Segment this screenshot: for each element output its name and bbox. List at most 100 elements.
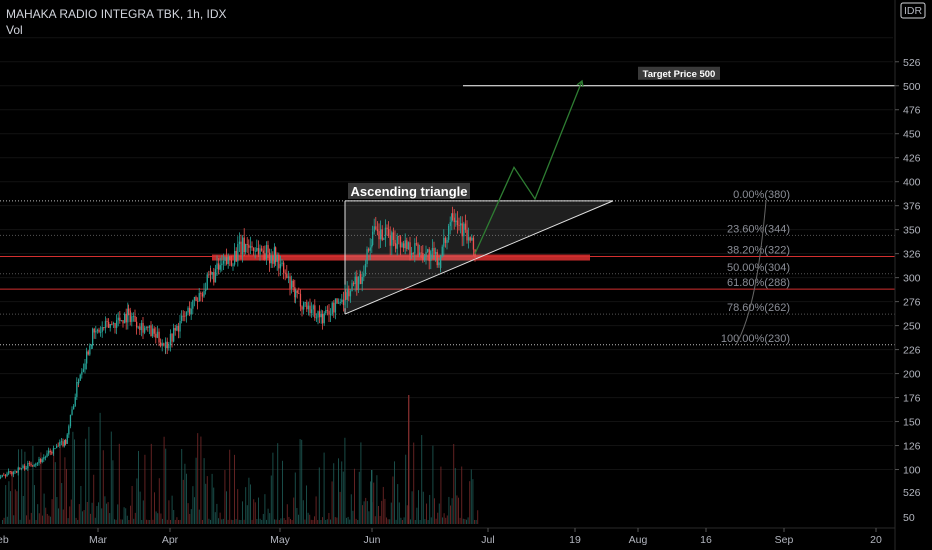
volume-bar (10, 491, 11, 524)
price-tick-label: 326 (903, 249, 921, 261)
time-tick-label: eb (0, 534, 9, 546)
currency-badge-label: IDR (904, 5, 923, 17)
candle-body (192, 300, 194, 309)
candle-body (339, 301, 341, 304)
volume-bar (286, 504, 288, 524)
time-tick-label: May (270, 534, 291, 546)
volume-bar (125, 508, 127, 524)
candle-body (391, 232, 393, 246)
volume-bar (94, 517, 96, 524)
candle-body (203, 291, 205, 297)
candle-body (73, 406, 75, 410)
volume-bar (392, 476, 394, 524)
volume-bar (146, 519, 147, 524)
candle-body (403, 243, 405, 249)
candle-body (93, 328, 95, 333)
candle-body (414, 243, 416, 254)
volume-bar (362, 505, 363, 524)
volume-bar (334, 517, 336, 524)
volume-bar (254, 502, 256, 524)
candle-body (22, 465, 24, 469)
candle-body (441, 246, 443, 257)
candle-body (438, 262, 440, 266)
volume-bar (408, 395, 410, 524)
candle-body (148, 325, 151, 328)
candle-body (273, 247, 276, 264)
candle-body (411, 252, 413, 255)
volume-bar (325, 519, 327, 524)
volume-bar (470, 469, 472, 524)
volume-bar (400, 517, 402, 524)
candle-body (248, 244, 250, 248)
volume-bar (365, 497, 367, 524)
candle-body (41, 459, 43, 462)
candle-body (64, 440, 66, 447)
candle-body (100, 331, 102, 333)
volume-bar (317, 519, 319, 524)
volume-bar (461, 466, 463, 524)
volume-bar (275, 519, 277, 524)
volume-bar (363, 501, 365, 524)
candle-body (145, 326, 147, 329)
volume-bar (331, 481, 333, 524)
candle-body (165, 341, 167, 349)
volume-bar (477, 510, 479, 524)
candle-body (168, 344, 170, 349)
volume-bar (370, 481, 371, 524)
fib-trend-curve (735, 200, 767, 346)
candle-body (286, 273, 288, 278)
candle-body (265, 245, 268, 260)
volume-bar (466, 519, 467, 524)
volume-bar (107, 502, 109, 524)
candle-body (224, 257, 226, 262)
candle-body (106, 321, 108, 323)
candle-body (276, 254, 278, 262)
candle-body (436, 252, 438, 266)
volume-bar (304, 519, 306, 524)
volume-bar (178, 520, 179, 524)
volume-bar (83, 510, 85, 524)
projection-line (474, 80, 583, 254)
candle-body (57, 445, 59, 447)
candle-body (371, 244, 373, 248)
volume-bar (394, 461, 395, 524)
candle-body (428, 249, 430, 261)
candle-body (267, 245, 269, 253)
candle-body (193, 296, 196, 301)
fib-level-label: 38.20%(322) (727, 245, 790, 257)
candle-body (433, 247, 435, 254)
time-tick-label: Sep (775, 534, 794, 546)
candle-body (336, 298, 338, 304)
volume-bar (245, 487, 247, 524)
candle-body (169, 333, 172, 345)
volume-tick-label: 526 (903, 487, 921, 499)
candle-body (9, 471, 11, 473)
volume-bar (320, 519, 322, 524)
volume-bar (378, 506, 379, 524)
volume-bar (398, 502, 400, 524)
volume-bar (160, 513, 162, 524)
volume-bar (426, 503, 427, 524)
candle-body (27, 462, 29, 469)
volume-bar (42, 515, 43, 524)
volume-bar (432, 445, 434, 524)
candle-body (163, 343, 165, 346)
candle-body (284, 272, 286, 274)
candle-body (56, 445, 58, 449)
candle-body (376, 229, 379, 232)
volume-bar (382, 486, 384, 524)
candle-body (69, 414, 72, 427)
candle-body (419, 252, 421, 256)
candle-body (24, 465, 26, 470)
volume-bar (194, 497, 195, 524)
candle-body (147, 326, 149, 328)
fib-level-label: 100.00%(230) (721, 333, 790, 345)
volume-bar (93, 474, 95, 524)
candle-body (398, 236, 400, 238)
candle-body (84, 363, 86, 370)
volume-bar (182, 479, 184, 524)
candle-body (166, 341, 168, 349)
volume-bar (437, 512, 439, 524)
volume-bar (85, 438, 87, 524)
